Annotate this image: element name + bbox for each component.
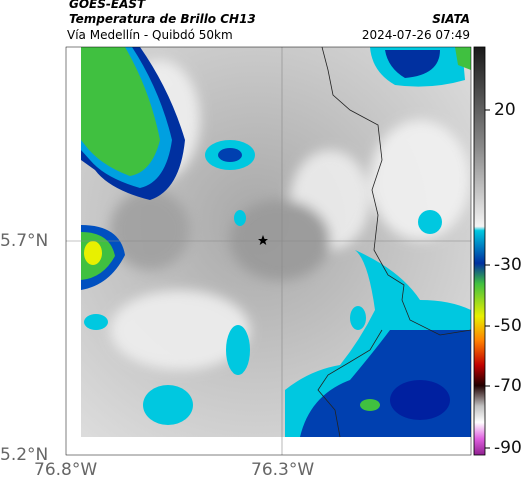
colorbar-label: -70 — [494, 376, 522, 396]
lat-label: 5.7°N — [0, 231, 49, 251]
product-title: GOES-EAST — [69, 0, 146, 11]
colorbar — [473, 46, 486, 456]
source-label: SIATA — [432, 12, 470, 26]
grid-lines — [66, 47, 471, 455]
colorbar-label: -50 — [494, 316, 522, 336]
map-frame — [65, 46, 472, 456]
borders — [317, 46, 472, 438]
satellite-field — [81, 47, 471, 455]
city-marker — [258, 235, 268, 245]
colorbar-label: -90 — [494, 438, 522, 458]
colorbar-label: 20 — [494, 100, 516, 120]
lat-label: 5.2°N — [0, 445, 49, 465]
route-subtitle: Vía Medellín - Quibdó 50km — [67, 28, 233, 42]
colorbar-ticks — [485, 109, 490, 449]
variable-title: Temperatura de Brillo CH13 — [69, 12, 256, 26]
colorbar-label: -30 — [494, 255, 522, 275]
lon-label: 76.3°W — [251, 460, 315, 480]
lon-label: 76.8°W — [34, 460, 98, 480]
timestamp: 2024-07-26 07:49 — [361, 28, 470, 42]
